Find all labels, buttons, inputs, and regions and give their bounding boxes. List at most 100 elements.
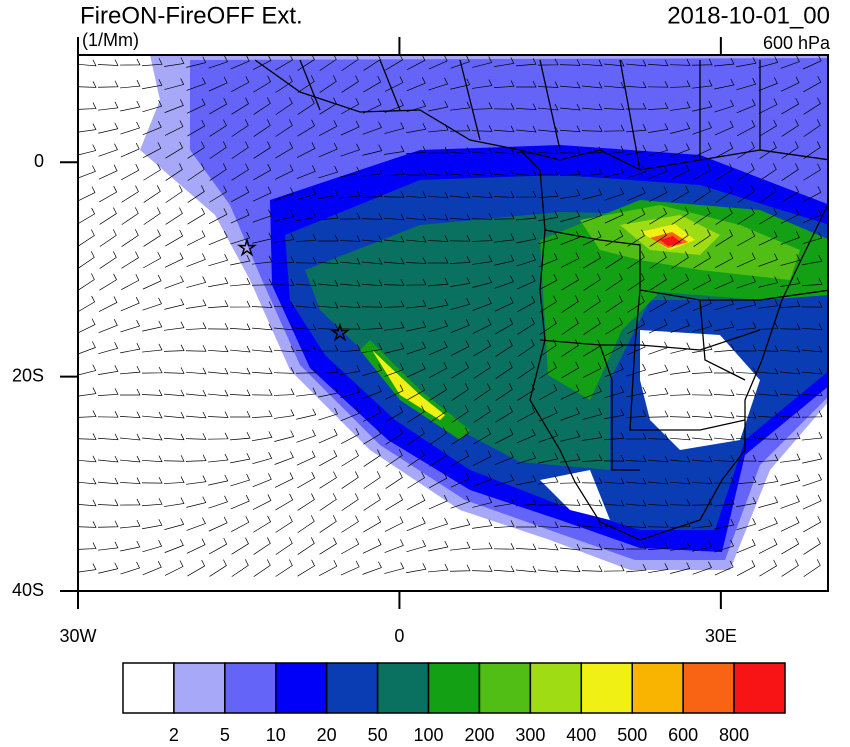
wind-barb [406,235,427,243]
wind-barb [340,386,361,399]
wind-barb [757,322,779,330]
wind-barb [714,433,735,441]
wind-barb [362,385,382,399]
wind-barb [758,517,778,531]
wind-barb [78,364,97,376]
wind-barb [758,56,779,68]
wind-barb [582,59,603,67]
wind-barb [142,58,163,67]
wind-barb [450,191,471,199]
wind-barb [780,453,801,463]
wind-barb [208,453,229,463]
wind-barb [473,339,492,357]
wind-barb [715,185,733,203]
wind-barb [802,209,822,224]
wind-barb [341,493,359,511]
wind-barb [252,186,272,202]
wind-barb [317,344,339,352]
wind-barb [253,75,271,93]
wind-barb [625,455,647,462]
wind-barb [450,495,470,509]
wind-barb [274,323,295,331]
border [599,344,640,471]
wind-barb [715,252,734,269]
wind-barb [582,543,603,551]
wind-barb [318,365,339,375]
wind-barb [737,229,756,247]
lat-label: 0 [34,151,44,171]
wind-barb [450,78,471,90]
wind-barb [538,475,559,485]
wind-barb [406,213,427,221]
plume [640,330,760,450]
wind-barb [539,339,557,357]
wind-barb [97,388,119,396]
wind-barb [560,407,580,421]
wind-barb [428,213,449,221]
wind-barb [780,254,801,266]
wind-barb [516,428,536,444]
wind-barb [427,146,449,154]
wind-barb [428,55,448,70]
wind-barb [164,57,185,67]
wind-barb [297,493,315,511]
wind-barb [603,103,625,110]
wind-barb [560,125,581,133]
wind-barb [252,431,273,441]
wind-barb [559,499,581,506]
wind-barb [450,213,471,221]
wind-barb [780,474,801,486]
wind-barb [231,119,249,137]
wind-barb [605,317,623,335]
wind-barb [671,273,690,291]
wind-barb [319,560,338,577]
wind-barb [98,296,118,312]
wind-barb [362,167,383,177]
wind-barb [517,383,535,401]
wind-barb [736,518,757,531]
wind-barb [451,361,469,379]
wind-barb [98,342,119,355]
wind-barb [252,255,273,265]
wind-barb [516,253,537,267]
wind-barb [78,341,96,355]
wind-barb [713,366,735,374]
wind-barb [627,318,646,335]
wind-barb [758,538,778,554]
wind-barb [671,251,689,269]
wind-barb [517,361,535,379]
wind-barb [319,75,337,93]
wind-barb [648,477,669,485]
wind-barb [693,185,711,203]
wind-barb [119,388,141,396]
wind-barb [187,141,205,159]
wind-barb [516,147,537,155]
wind-barb [517,339,535,357]
wind-barb [757,345,779,352]
wind-barb [384,257,405,265]
wind-barb [297,119,315,137]
wind-barb [692,455,713,463]
wind-barb [759,207,778,225]
wind-barb [671,207,689,225]
wind-barb [363,493,381,511]
wind-barb [648,123,669,133]
colorbar-box [376,662,430,714]
wind-barb [759,559,778,577]
wind-barb [517,296,536,313]
wind-barb [78,318,96,334]
wind-barb [78,59,97,67]
wind-barb [274,472,294,488]
wind-barb [362,279,383,287]
wind-barb [428,77,449,91]
wind-barb [187,163,205,181]
wind-barb [560,521,581,529]
wind-barb [231,186,250,203]
wind-barb [561,295,579,313]
wind-barb [692,142,712,158]
wind-barb [604,521,625,529]
wind-barb [295,257,317,264]
wind-barb [780,277,801,287]
wind-barb [757,454,779,462]
wind-barb [428,340,448,356]
